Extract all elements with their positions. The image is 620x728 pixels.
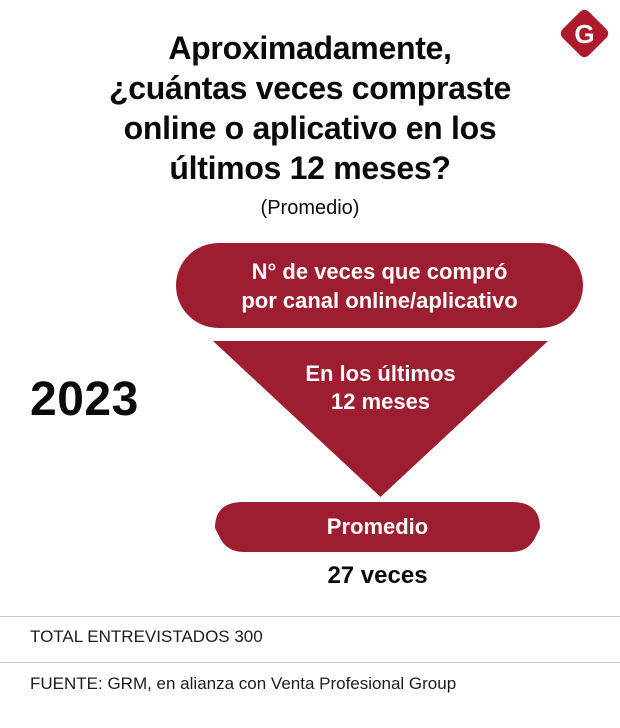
divider-top — [0, 616, 620, 617]
pill-label-line-2: por canal online/aplicativo — [241, 287, 518, 313]
funnel-bottom-shape: Promedio — [215, 502, 540, 552]
page-title: Aproximadamente, ¿cuántas veces comprast… — [0, 28, 620, 188]
funnel-triangle: En los últimos 12 meses — [213, 341, 548, 497]
year-label: 2023 — [30, 373, 139, 426]
pill-label-line-1: N° de veces que compró — [251, 258, 508, 284]
subtitle-promedio: (Promedio) — [260, 197, 360, 219]
promedio-label: Promedio — [326, 514, 429, 539]
title-line-1: Aproximadamente, — [168, 30, 452, 66]
title-line-2: ¿cuántas veces compraste — [109, 70, 511, 106]
funnel-top-pill: N° de veces que compró por canal online/… — [176, 243, 583, 328]
triangle-label-line-1: En los últimos — [305, 361, 456, 386]
funnel-bottom-shape-svg — [215, 502, 540, 552]
result-value: 27 veces — [327, 562, 428, 589]
header: Aproximadamente, ¿cuántas veces comprast… — [0, 28, 620, 220]
source-credit: FUENTE: GRM, en alianza con Venta Profes… — [30, 674, 457, 693]
triangle-label: En los últimos 12 meses — [213, 360, 548, 416]
divider-bottom — [0, 662, 620, 663]
triangle-label-line-2: 12 meses — [330, 389, 431, 414]
title-line-3: online o aplicativo en los — [123, 110, 497, 146]
total-entrevistados: TOTAL ENTREVISTADOS 300 — [30, 627, 263, 646]
title-line-4: últimos 12 meses? — [169, 150, 451, 186]
